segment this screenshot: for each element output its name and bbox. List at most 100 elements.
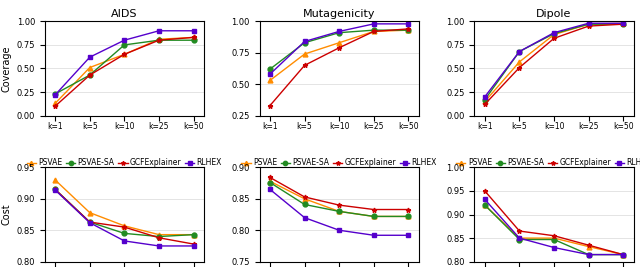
PSVAE-SA [370, 215, 378, 218]
PSVAE-SA [266, 181, 274, 184]
GCFExplainer [404, 208, 412, 211]
PSVAE-SA [481, 98, 489, 101]
GCFExplainer [481, 103, 489, 106]
RLHEX [120, 39, 128, 42]
PSVAE-SA [516, 50, 524, 53]
Line: GCFExplainer: GCFExplainer [268, 175, 411, 212]
PSVAE [550, 33, 558, 36]
Line: PSVAE: PSVAE [268, 179, 411, 219]
Line: RLHEX: RLHEX [268, 21, 411, 77]
RLHEX [404, 22, 412, 25]
GCFExplainer [189, 242, 197, 246]
RLHEX [189, 244, 197, 248]
PSVAE [370, 215, 378, 218]
RLHEX [620, 253, 627, 256]
PSVAE [585, 245, 593, 248]
PSVAE [155, 38, 163, 41]
PSVAE [404, 215, 412, 218]
PSVAE-SA [301, 203, 308, 206]
PSVAE [266, 180, 274, 183]
PSVAE [189, 36, 197, 39]
Line: PSVAE-SA: PSVAE-SA [52, 38, 196, 96]
RLHEX [370, 22, 378, 25]
PSVAE-SA [370, 29, 378, 32]
RLHEX [301, 216, 308, 219]
RLHEX [404, 234, 412, 237]
GCFExplainer [620, 23, 627, 26]
PSVAE [155, 233, 163, 236]
PSVAE-SA [189, 233, 197, 236]
RLHEX [266, 188, 274, 191]
Title: Mutagenicity: Mutagenicity [303, 9, 376, 19]
GCFExplainer [370, 208, 378, 211]
PSVAE [516, 237, 524, 240]
GCFExplainer [335, 46, 343, 49]
PSVAE [481, 100, 489, 103]
GCFExplainer [51, 105, 59, 108]
RLHEX [86, 56, 93, 59]
PSVAE-SA [335, 210, 343, 213]
GCFExplainer [266, 176, 274, 179]
Legend: PSVAE, PSVAE-SA, GCFExplainer, RLHEX: PSVAE, PSVAE-SA, GCFExplainer, RLHEX [24, 155, 225, 170]
PSVAE-SA [516, 238, 524, 241]
Line: PSVAE-SA: PSVAE-SA [268, 180, 411, 219]
RLHEX [335, 229, 343, 232]
PSVAE-SA [189, 39, 197, 42]
PSVAE [86, 66, 93, 69]
Line: GCFExplainer: GCFExplainer [268, 26, 411, 108]
RLHEX [481, 95, 489, 98]
GCFExplainer [620, 253, 627, 256]
PSVAE [620, 22, 627, 25]
RLHEX [516, 237, 524, 240]
Line: GCFExplainer: GCFExplainer [483, 22, 626, 107]
Legend: PSVAE, PSVAE-SA, GCFExplainer, RLHEX: PSVAE, PSVAE-SA, GCFExplainer, RLHEX [453, 155, 640, 170]
Line: RLHEX: RLHEX [52, 188, 196, 248]
PSVAE-SA [51, 92, 59, 96]
RLHEX [189, 29, 197, 32]
GCFExplainer [481, 189, 489, 193]
PSVAE [189, 233, 197, 236]
PSVAE-SA [120, 43, 128, 46]
PSVAE [51, 178, 59, 182]
PSVAE-SA [51, 188, 59, 191]
GCFExplainer [189, 36, 197, 39]
PSVAE [404, 29, 412, 32]
Line: RLHEX: RLHEX [483, 197, 626, 257]
Line: PSVAE: PSVAE [52, 35, 196, 106]
Y-axis label: Cost: Cost [1, 204, 11, 225]
GCFExplainer [550, 37, 558, 40]
Legend: PSVAE, PSVAE-SA, GCFExplainer, RLHEX: PSVAE, PSVAE-SA, GCFExplainer, RLHEX [239, 155, 440, 170]
PSVAE-SA [550, 238, 558, 241]
PSVAE [516, 60, 524, 64]
Line: PSVAE-SA: PSVAE-SA [483, 203, 626, 257]
GCFExplainer [516, 66, 524, 69]
Title: AIDS: AIDS [111, 9, 138, 19]
RLHEX [620, 22, 627, 25]
Line: RLHEX: RLHEX [483, 21, 626, 99]
Line: RLHEX: RLHEX [52, 28, 196, 97]
PSVAE [620, 253, 627, 256]
GCFExplainer [335, 203, 343, 207]
GCFExplainer [516, 229, 524, 233]
RLHEX [585, 22, 593, 25]
RLHEX [155, 244, 163, 248]
PSVAE [120, 53, 128, 56]
Title: Dipole: Dipole [536, 9, 572, 19]
PSVAE-SA [620, 253, 627, 256]
PSVAE [335, 41, 343, 44]
RLHEX [51, 189, 59, 192]
RLHEX [86, 221, 93, 224]
Line: PSVAE: PSVAE [52, 178, 196, 237]
GCFExplainer [266, 104, 274, 107]
RLHEX [481, 198, 489, 201]
PSVAE [120, 224, 128, 227]
RLHEX [370, 234, 378, 237]
Line: PSVAE-SA: PSVAE-SA [483, 22, 626, 102]
GCFExplainer [370, 30, 378, 33]
PSVAE-SA [86, 221, 93, 224]
RLHEX [51, 93, 59, 96]
PSVAE-SA [404, 215, 412, 218]
PSVAE-SA [86, 73, 93, 77]
PSVAE-SA [550, 32, 558, 35]
PSVAE [585, 23, 593, 26]
